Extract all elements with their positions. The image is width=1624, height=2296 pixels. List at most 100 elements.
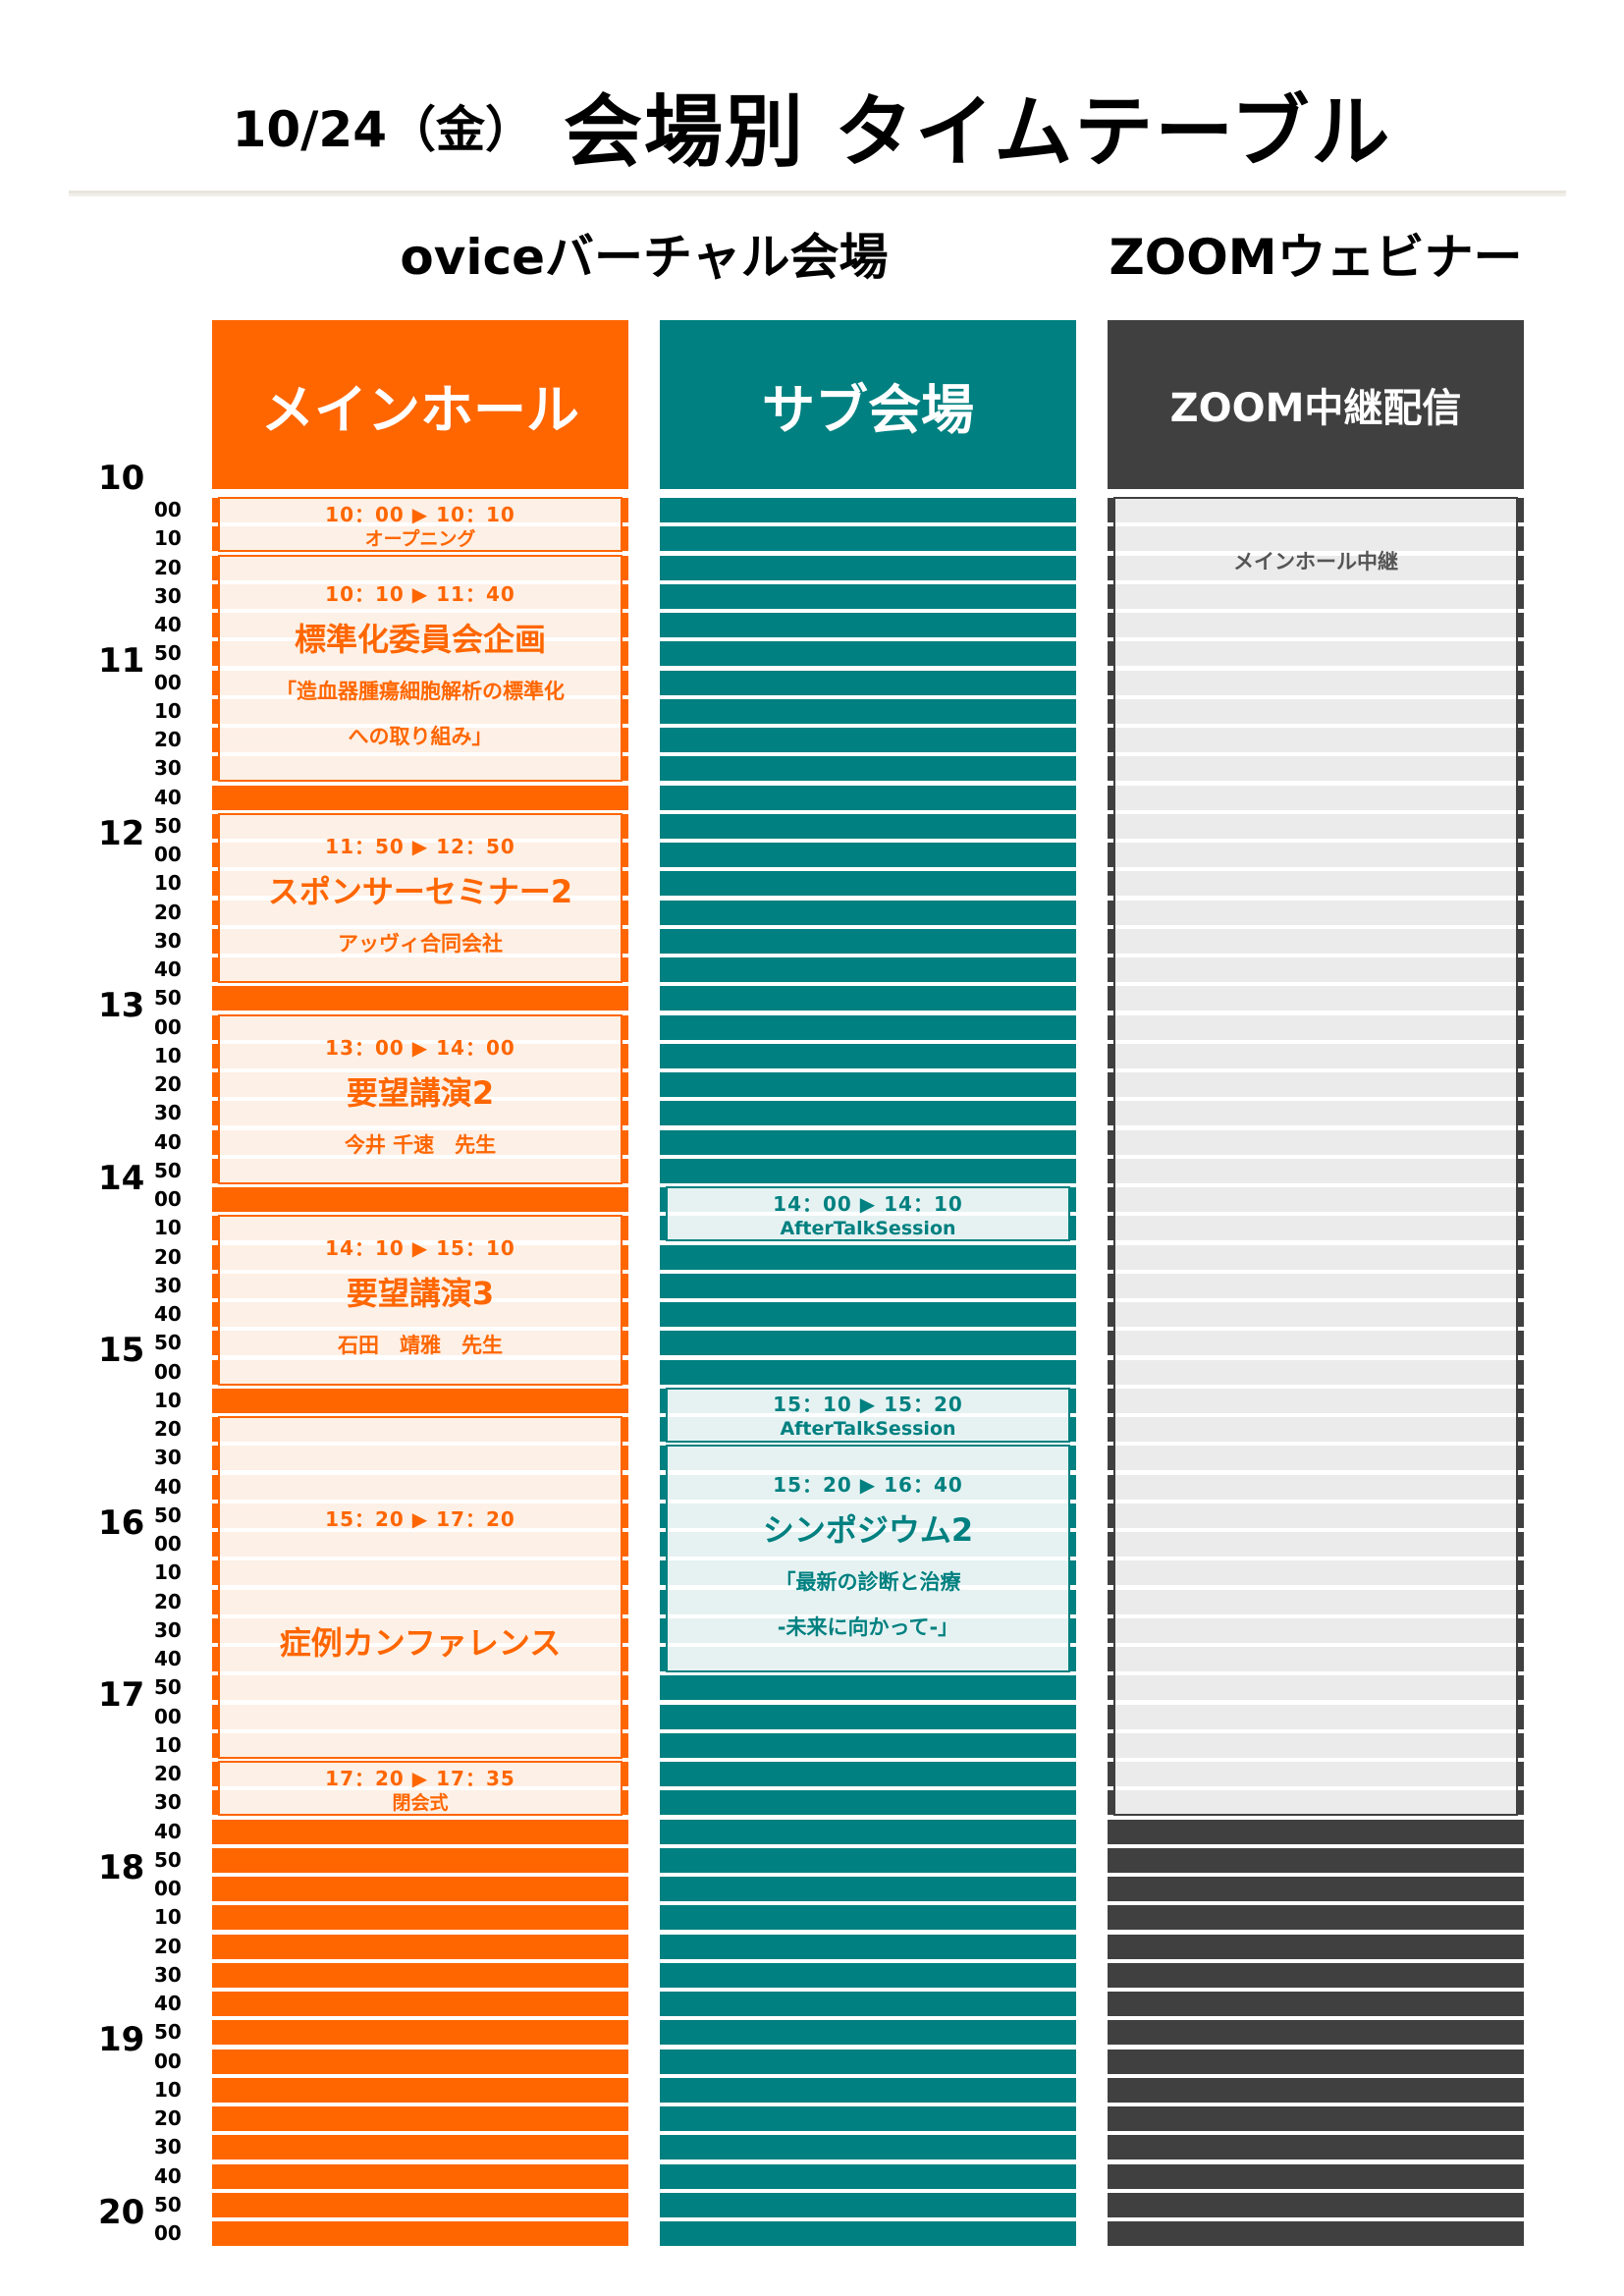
event-text: メインホール中継: [1233, 550, 1398, 574]
minute-label: 30: [154, 756, 182, 781]
time-slot: [660, 583, 1076, 609]
time-slot: [1108, 1877, 1524, 1901]
minute-label: 10: [154, 1905, 182, 1930]
event-block[interactable]: 15：20 ▶ 17：20 症例カンファレンス: [218, 1416, 623, 1759]
time-slot: [212, 1617, 628, 1643]
time-slot: [1108, 1847, 1524, 1873]
time-slot: [212, 986, 628, 1011]
time-slot: [1108, 1992, 1524, 2016]
event-block[interactable]: 14：00 ▶ 14：10 AfterTalkSession: [666, 1186, 1070, 1242]
time-slot: [1108, 1158, 1524, 1183]
minute-label: 40: [154, 1647, 182, 1670]
minute-label: 40: [154, 613, 182, 636]
time-slot: [212, 785, 628, 810]
time-slot: [660, 1617, 1076, 1643]
time-slot: [1108, 1762, 1524, 1786]
time-slot: [660, 928, 1076, 954]
minute-label: 20: [154, 1589, 182, 1613]
minute-label: 10: [154, 1216, 182, 1240]
hour-label: 20: [98, 2192, 145, 2232]
time-slot: [212, 2221, 628, 2246]
event-block[interactable]: 15：10 ▶ 15：20 AfterTalkSession: [666, 1387, 1070, 1443]
minute-label: 50: [154, 2020, 182, 2045]
time-slot: [212, 1388, 628, 1413]
time-slot: [1108, 2192, 1524, 2217]
time-slot: [212, 2192, 628, 2217]
minute-label: 30: [154, 583, 182, 608]
time-slot: [212, 1072, 628, 1097]
time-slot: [1108, 1905, 1524, 1931]
event-block[interactable]: 11：50 ▶ 12：50 スポンサーセミナー2 アッヴィ合同会社: [218, 812, 623, 983]
time-slot: [212, 1790, 628, 1816]
time-slot: [660, 2077, 1076, 2103]
event-block[interactable]: メインホール中継: [1113, 497, 1518, 1817]
event-time: 17：20 ▶ 17：35: [325, 1766, 515, 1790]
time-slot: [1108, 1704, 1524, 1729]
minute-label: 10: [154, 698, 182, 723]
time-slot: [660, 526, 1076, 552]
time-slot: [1108, 1388, 1524, 1413]
event-text: -未来に向かって-」: [777, 1614, 959, 1639]
time-slot: [660, 756, 1076, 782]
time-slot: [1108, 1273, 1524, 1298]
time-slot: [1108, 843, 1524, 867]
time-slot: [1108, 756, 1524, 782]
time-slot: [1108, 813, 1524, 839]
time-slot: [212, 1331, 628, 1356]
time-slot: [660, 641, 1076, 667]
time-slot: [1108, 1819, 1524, 1844]
event-time: 13：00 ▶ 14：00: [325, 1035, 515, 1060]
time-slot: [1108, 641, 1524, 667]
time-slot: [660, 2192, 1076, 2217]
time-slot: [660, 1589, 1076, 1614]
time-slot: [212, 583, 628, 609]
time-slot: [1108, 1962, 1524, 1988]
time-slot: [212, 1014, 628, 1040]
time-slot: [212, 1158, 628, 1183]
event-block[interactable]: 10：10 ▶ 11：40 標準化委員会企画 「造血器腫瘍細胞解析の標準化 への取り組…: [218, 554, 623, 783]
time-slot: [660, 843, 1076, 867]
event-block[interactable]: 13：00 ▶ 14：00 要望講演2 今井 千速 先生: [218, 1013, 623, 1184]
time-slot: [212, 1905, 628, 1931]
time-slot: [660, 1446, 1076, 1471]
minute-label: 00: [154, 2049, 182, 2073]
time-slot: [660, 1388, 1076, 1413]
time-slot: [1108, 1503, 1524, 1528]
time-slot: [1108, 986, 1524, 1011]
time-slot: [1108, 698, 1524, 724]
event-block[interactable]: 17：20 ▶ 17：35 閉会式: [218, 1761, 623, 1817]
minute-label: 10: [154, 1388, 182, 1412]
event-block[interactable]: 14：10 ▶ 15：10 要望講演3 石田 靖雅 先生: [218, 1215, 623, 1386]
time-slot: [212, 1675, 628, 1701]
time-slot: [212, 641, 628, 667]
event-title: 標準化委員会企画: [294, 620, 546, 658]
time-slot: [212, 1819, 628, 1844]
time-slot: [660, 1244, 1076, 1270]
time-slot: [660, 1762, 1076, 1786]
time-slot: [660, 2163, 1076, 2189]
event-block[interactable]: 10：00 ▶ 10：10 オープニング: [218, 497, 623, 553]
minute-label: 20: [154, 1417, 182, 1441]
time-slot: [212, 555, 628, 580]
time-slot: [212, 613, 628, 637]
time-slot: [1108, 1129, 1524, 1155]
event-text: 今井 千速 先生: [344, 1132, 497, 1157]
time-slot: [1108, 1072, 1524, 1097]
time-slot: [1108, 498, 1524, 522]
minute-label: 20: [154, 2106, 182, 2130]
event-time: 15：20 ▶ 16：40: [773, 1472, 963, 1497]
time-slot: [660, 1072, 1076, 1097]
event-block[interactable]: 15：20 ▶ 16：40 シンポジウム2 「最新の診断と治療 -未来に向かって-」: [666, 1445, 1070, 1672]
time-slot: [660, 1847, 1076, 1873]
time-slot: [660, 1014, 1076, 1040]
minute-label: 10: [154, 1560, 182, 1585]
time-slot: [212, 1647, 628, 1671]
time-slot: [1108, 1934, 1524, 1959]
time-slot: [1108, 1589, 1524, 1614]
time-slot: [212, 698, 628, 724]
time-slot: [1108, 871, 1524, 897]
time-slot: [212, 1043, 628, 1068]
minute-label: 10: [154, 2077, 182, 2102]
time-slot: [1108, 2135, 1524, 2160]
minute-label: 50: [154, 1847, 182, 1872]
